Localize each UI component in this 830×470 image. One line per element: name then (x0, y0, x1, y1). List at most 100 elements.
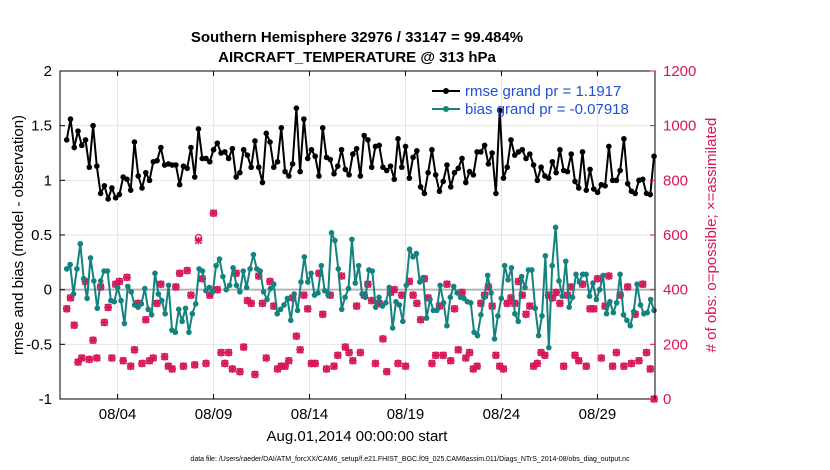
rmse-point (395, 135, 401, 142)
rmse-point (651, 153, 657, 160)
bias-point (284, 295, 291, 302)
rmse-point (139, 185, 145, 191)
bias-point (125, 283, 131, 290)
rmse-point (244, 152, 251, 158)
bias-point (128, 289, 135, 295)
bias-point (97, 278, 104, 284)
bias-point (352, 280, 359, 286)
bias-point (478, 312, 484, 318)
bias-point (613, 299, 620, 306)
bias-point (294, 307, 301, 314)
x-tick-label: 08/14 (291, 406, 329, 423)
legend-rmse-marker (443, 88, 449, 94)
rmse-point (440, 178, 447, 185)
obs-assimilated-point (439, 351, 448, 360)
bias-point (328, 230, 335, 236)
bias-point (586, 293, 593, 300)
bias-point (559, 293, 566, 300)
obs-assimilated-point (228, 365, 237, 373)
obs-assimilated-point (390, 285, 399, 294)
rmse-point (478, 149, 484, 155)
rmse-point (248, 164, 254, 171)
bias-point (338, 306, 345, 313)
obs-assimilated-point (431, 351, 440, 360)
obs-assimilated-point (382, 367, 391, 376)
bias-point (104, 268, 111, 274)
rmse-point (553, 169, 559, 176)
x-tick-label: 08/04 (99, 406, 137, 423)
y-right-tick-label: 0 (663, 391, 671, 408)
rmse-point (282, 168, 288, 175)
rmse-point (489, 150, 495, 156)
bias-point (403, 282, 410, 289)
obs-assimilated-point (473, 362, 481, 370)
bias-point (593, 296, 600, 303)
rmse-point (274, 158, 281, 165)
bias-point (627, 322, 634, 329)
bias-point (396, 302, 403, 308)
rmse-point (346, 172, 352, 178)
obs-assimilated-point (62, 305, 71, 313)
y-tick-label: 1 (44, 172, 52, 189)
obs-assimilated-point (341, 343, 350, 351)
bias-point (617, 271, 623, 278)
bias-point (529, 267, 535, 273)
rmse-point (203, 155, 209, 162)
rmse-point (523, 155, 529, 162)
obs-assimilated-point (179, 362, 188, 370)
obs-assimilated-point (141, 315, 150, 324)
bias-point (508, 265, 515, 271)
bias-point (576, 279, 583, 285)
rmse-point (334, 163, 341, 169)
rmse-point (327, 156, 334, 163)
rmse-point (289, 161, 296, 167)
bias-point (630, 308, 637, 315)
obs-assimilated-point (292, 332, 301, 340)
rmse-point (410, 154, 416, 161)
rmse-point (124, 176, 130, 183)
bias-point (610, 309, 617, 316)
bias-point (243, 284, 250, 291)
bias-point (260, 289, 267, 295)
obs-assimilated-point (541, 351, 549, 360)
rmse-point (504, 164, 511, 171)
bias-point (437, 282, 443, 289)
rmse-point (105, 196, 111, 202)
rmse-point (97, 190, 104, 197)
obs-assimilated-point (620, 362, 628, 370)
rmse-point (90, 122, 96, 129)
rmse-point (184, 165, 190, 172)
bias-point (566, 304, 572, 310)
obs-assimilated-point (593, 274, 602, 283)
bias-point (532, 305, 539, 312)
rmse-point (406, 175, 413, 181)
rmse-point (447, 184, 454, 190)
bias-point (223, 286, 230, 293)
bias-point (362, 294, 369, 301)
bias-point (400, 318, 406, 325)
obs-assimilated-point (209, 209, 218, 217)
rmse-point (466, 168, 473, 175)
rmse-point (572, 178, 578, 185)
legend-bias-label: bias grand pr = -0.07918 (465, 101, 629, 118)
rmse-point (538, 164, 544, 171)
bias-point (444, 322, 450, 329)
bias-point (600, 272, 606, 279)
bias-point (345, 285, 352, 292)
rmse-point (131, 139, 138, 145)
obs-assimilated-point (642, 348, 651, 357)
rmse-point (564, 168, 571, 175)
rmse-point (583, 187, 590, 193)
rmse-point (365, 137, 371, 143)
bias-point (148, 312, 155, 318)
bias-point (67, 261, 73, 268)
bias-point (277, 306, 284, 313)
bias-point (325, 292, 331, 298)
bias-point (505, 277, 511, 283)
rmse-point (94, 163, 100, 169)
y-tick-label: -0.5 (26, 336, 52, 353)
rmse-point (191, 174, 198, 180)
legend: rmse grand pr = 1.1917 bias grand pr = -… (432, 83, 629, 118)
bias-point (240, 268, 247, 274)
bias-point (192, 301, 199, 307)
